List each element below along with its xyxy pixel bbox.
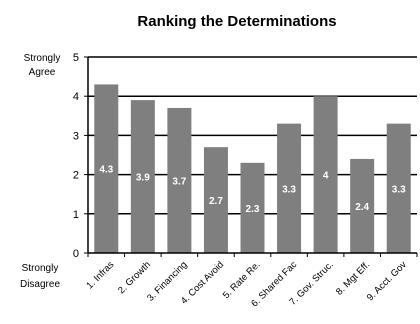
bar-value-label: 4.3 — [99, 165, 113, 176]
x-tick-label: 9. Acct. Gov — [365, 259, 409, 303]
y-tick-label: 0 — [73, 248, 79, 260]
bar-value-label: 3.9 — [136, 173, 150, 184]
bar-value-label: 4 — [323, 171, 329, 182]
bar — [130, 100, 155, 254]
bar — [277, 123, 302, 253]
bar — [313, 96, 338, 253]
y-top-label-line1: Strongly — [24, 53, 61, 64]
x-tick-label: 2. Growth — [116, 259, 153, 296]
y-tick-label: 3 — [73, 130, 79, 142]
chart-title: Ranking the Determinations — [137, 13, 336, 30]
bar — [386, 123, 411, 253]
bar — [350, 158, 375, 253]
y-top-label-line2: Agree — [29, 67, 56, 78]
bar — [203, 147, 228, 253]
bar-value-label: 3.3 — [392, 184, 406, 195]
bar-value-label: 3.7 — [172, 176, 186, 187]
y-tick-label: 5 — [73, 52, 79, 64]
y-tick-label: 4 — [73, 91, 79, 103]
bar-value-label: 2.4 — [355, 202, 369, 213]
x-tick-label: 1. Infras — [84, 259, 116, 291]
bar — [94, 84, 119, 253]
y-tick-label: 1 — [73, 209, 79, 221]
x-tick-label: 8. Mgt Eff. — [334, 259, 372, 297]
bar-value-label: 2.7 — [209, 196, 223, 207]
bars: 4.3 3.9 3.7 2.7 2.3 3.3 4 2.4 3.3 — [94, 84, 411, 254]
bar-value-label: 3.3 — [282, 184, 296, 195]
y-tick-labels: 0 1 2 3 4 5 — [73, 52, 79, 260]
bar — [167, 107, 192, 254]
bar — [240, 162, 265, 253]
y-bottom-label-line1: Strongly — [22, 263, 59, 274]
y-bottom-label-line2: Disagree — [20, 279, 60, 290]
axes — [84, 56, 418, 257]
y-tick-label: 2 — [73, 170, 79, 182]
bar-value-label: 2.3 — [246, 204, 260, 215]
